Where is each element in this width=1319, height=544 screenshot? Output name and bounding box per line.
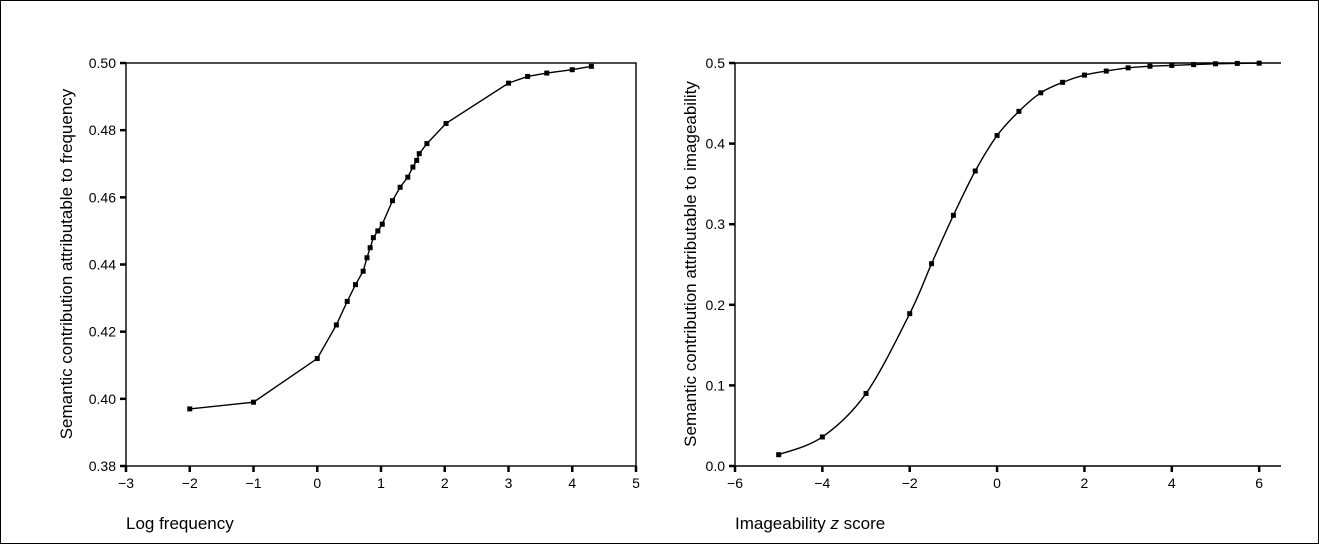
frequency-x-tick-label: 3 bbox=[505, 475, 513, 491]
frequency-data-point bbox=[410, 164, 416, 170]
frequency-y-axis-label: Semantic contribution attributable to fr… bbox=[57, 88, 76, 439]
frequency-y-tick-label: 0.46 bbox=[89, 189, 116, 205]
imageability-data-point bbox=[950, 212, 956, 218]
frequency-data-point bbox=[375, 228, 381, 234]
imageability-data-point bbox=[1016, 108, 1022, 114]
imageability-y-tick-label: 0.0 bbox=[706, 458, 726, 474]
imageability-data-point bbox=[1103, 68, 1109, 74]
imageability-x-axis-label: Imageability z score bbox=[735, 514, 885, 533]
imageability-y-tick-label: 0.4 bbox=[706, 136, 726, 152]
imageability-data-point bbox=[1147, 63, 1153, 69]
imageability-x-tick-label: −6 bbox=[727, 475, 743, 491]
imageability-data-point bbox=[776, 452, 782, 458]
frequency-y-tick-label: 0.44 bbox=[89, 257, 116, 273]
frequency-x-tick-label: 0 bbox=[313, 475, 321, 491]
imageability-x-axis-label-prefix: Imageability bbox=[735, 514, 830, 533]
frequency-data-point bbox=[251, 399, 256, 405]
frequency-y-tick-label: 0.38 bbox=[89, 458, 116, 474]
frequency-chart: Log frequency Semantic contribution attr… bbox=[57, 55, 640, 533]
frequency-y-tick-label: 0.40 bbox=[89, 391, 116, 407]
imageability-data-point bbox=[994, 133, 1000, 139]
imageability-x-tick-label: 0 bbox=[993, 475, 1001, 491]
frequency-data-point bbox=[379, 221, 385, 227]
frequency-data-point bbox=[569, 67, 575, 73]
imageability-data-point bbox=[1060, 79, 1066, 85]
imageability-data-point bbox=[1081, 72, 1087, 78]
frequency-data-point bbox=[314, 356, 320, 362]
frequency-data-point bbox=[370, 235, 376, 241]
frequency-data-point bbox=[397, 184, 403, 190]
imageability-data-point bbox=[1191, 62, 1197, 68]
imageability-data-point bbox=[819, 434, 825, 440]
frequency-series-line bbox=[189, 65, 592, 410]
imageability-data-point bbox=[929, 261, 935, 267]
frequency-data-point bbox=[416, 151, 422, 157]
frequency-y-tick-label: 0.42 bbox=[89, 324, 116, 340]
frequency-data-point bbox=[506, 80, 511, 86]
frequency-data-point bbox=[187, 406, 193, 412]
frequency-x-tick-label: −2 bbox=[182, 475, 198, 491]
imageability-data-point bbox=[907, 311, 913, 317]
imageability-y-tick-label: 0.2 bbox=[706, 297, 726, 313]
frequency-data-point bbox=[405, 174, 411, 180]
frequency-data-point bbox=[588, 63, 594, 69]
frequency-x-axis-label: Log frequency bbox=[126, 514, 234, 533]
imageability-x-tick-label: 4 bbox=[1168, 475, 1176, 491]
imageability-data-point bbox=[863, 390, 869, 396]
frequency-data-point bbox=[525, 73, 531, 79]
imageability-data-point bbox=[1256, 60, 1262, 66]
frequency-data-point bbox=[389, 198, 395, 204]
imageability-x-tick-label: −2 bbox=[902, 475, 918, 491]
imageability-data-point bbox=[1038, 90, 1044, 96]
imageability-y-axis-label: Semantic contribution attributable to im… bbox=[681, 81, 700, 447]
frequency-plot-frame bbox=[125, 62, 637, 467]
frequency-y-tick-label: 0.50 bbox=[89, 55, 116, 71]
frequency-x-tick-label: 4 bbox=[568, 475, 576, 491]
frequency-data-point bbox=[367, 245, 373, 251]
imageability-y-tick-label: 0.1 bbox=[706, 377, 726, 393]
frequency-data-point bbox=[333, 322, 339, 328]
imageability-y-tick-label: 0.5 bbox=[706, 55, 726, 71]
imageability-x-tick-label: −4 bbox=[814, 475, 830, 491]
frequency-data-point bbox=[544, 70, 550, 76]
frequency-data-point bbox=[443, 120, 449, 126]
imageability-data-point bbox=[1212, 61, 1218, 67]
frequency-y-tick-label: 0.48 bbox=[89, 122, 116, 138]
imageability-data-point bbox=[1169, 62, 1175, 68]
frequency-data-point bbox=[424, 141, 430, 147]
frequency-data-point bbox=[353, 282, 358, 288]
frequency-data-point bbox=[344, 298, 350, 304]
frequency-x-tick-label: −1 bbox=[246, 475, 262, 491]
imageability-chart: Imageability z score Semantic contributi… bbox=[681, 55, 1281, 533]
frequency-data-point bbox=[414, 157, 420, 163]
frequency-x-tick-label: 2 bbox=[441, 475, 449, 491]
frequency-x-tick-label: 5 bbox=[632, 475, 640, 491]
frequency-data-point bbox=[364, 255, 370, 261]
imageability-x-axis-label-suffix: score bbox=[839, 514, 885, 533]
imageability-data-point bbox=[972, 168, 978, 174]
imageability-series-line bbox=[778, 62, 1260, 456]
imageability-data-point bbox=[1234, 60, 1240, 66]
imageability-y-tick-label: 0.3 bbox=[706, 216, 726, 232]
imageability-data-point bbox=[1125, 65, 1131, 71]
imageability-x-tick-label: 2 bbox=[1081, 475, 1089, 491]
imageability-x-tick-label: 6 bbox=[1255, 475, 1263, 491]
frequency-data-point bbox=[360, 268, 366, 274]
imageability-x-axis-label-italic: z bbox=[829, 514, 839, 533]
frequency-x-tick-label: 1 bbox=[377, 475, 385, 491]
frequency-x-tick-label: −3 bbox=[118, 475, 134, 491]
